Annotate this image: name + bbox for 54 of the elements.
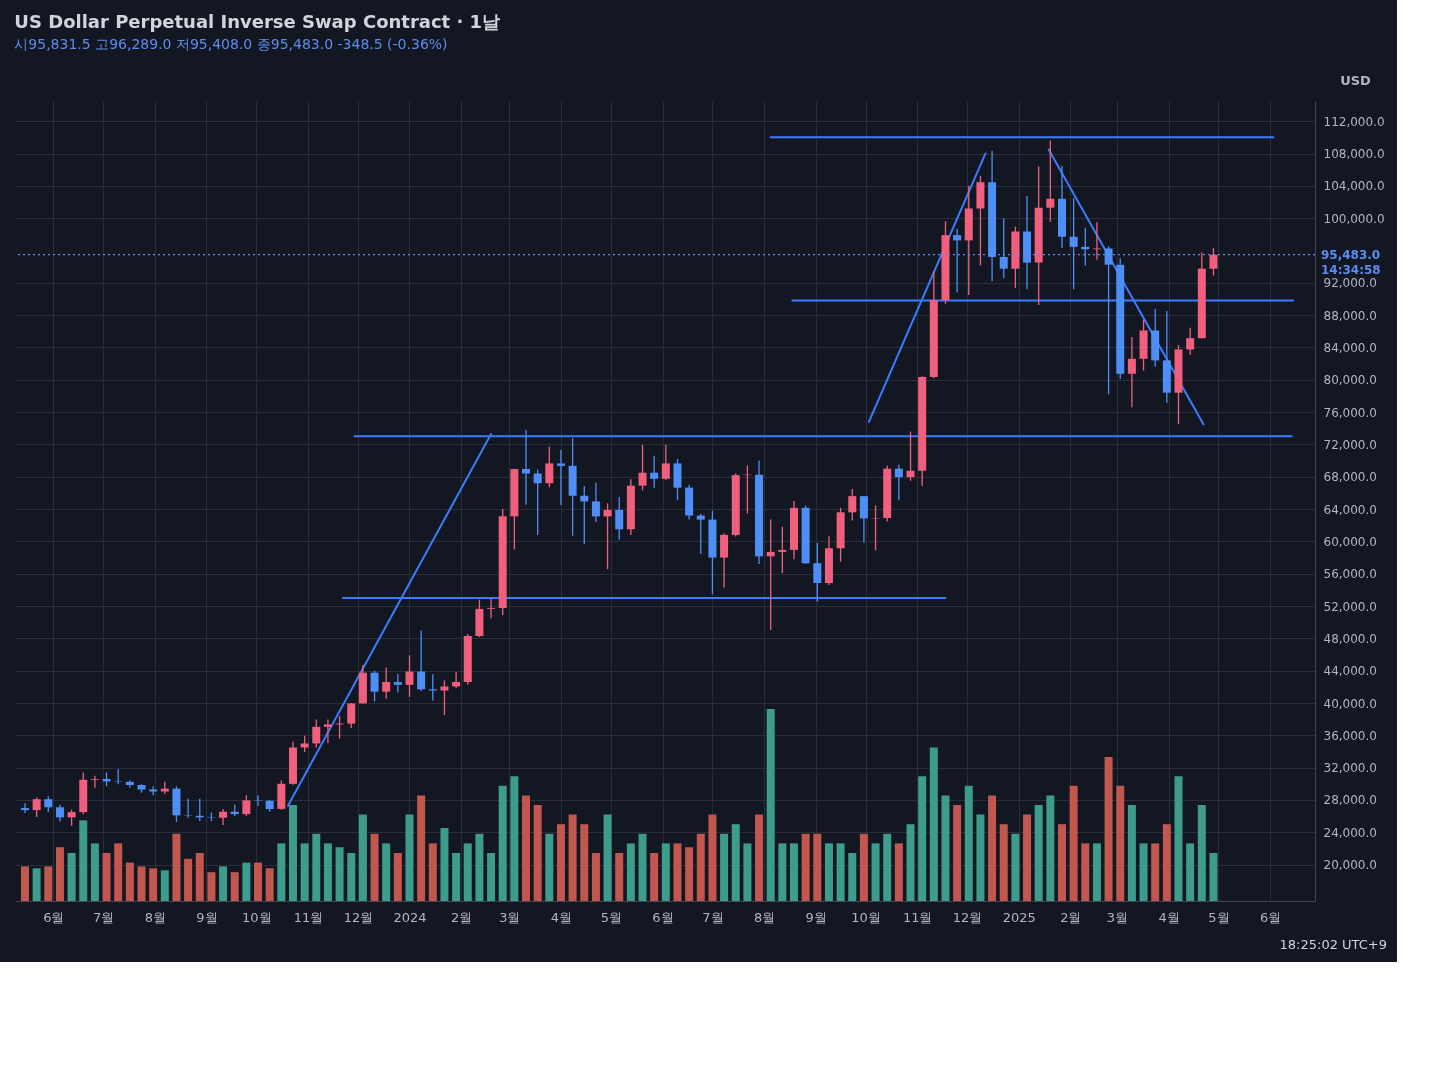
y-tick-label: 64,000.0	[1323, 502, 1377, 517]
x-tick-label: 11월	[902, 909, 933, 925]
y-tick-label: 56,000.0	[1323, 567, 1377, 582]
ref-line-label: 95,483.0	[1321, 247, 1381, 262]
chart-subtitle: 시95,831.5 고96,289.0 저95,408.0 종95,483.0 -348.5 (-0.36%)	[14, 36, 448, 52]
y-tick-label: 28,000.0	[1323, 793, 1377, 808]
x-tick-label: 2024	[393, 909, 427, 925]
y-tick-label: 92,000.0	[1323, 276, 1377, 291]
y-tick-label: 48,000.0	[1323, 631, 1377, 646]
y-tick-label: 36,000.0	[1323, 728, 1377, 743]
y-tick-label: 84,000.0	[1323, 340, 1377, 355]
x-tick-label: 6월	[1259, 909, 1282, 925]
x-tick-label: 11월	[293, 909, 324, 925]
x-tick-label: 5월	[1208, 909, 1230, 925]
y-axis-title: USD	[1340, 72, 1372, 88]
text: 14:34:58	[1321, 262, 1381, 277]
x-tick-label: 12월	[952, 909, 983, 925]
y-tick-label: 20,000.0	[1323, 858, 1377, 873]
x-tick-label: 9월	[805, 909, 827, 925]
y-tick-label: 88,000.0	[1323, 308, 1377, 323]
y-tick-label: 68,000.0	[1323, 470, 1377, 485]
x-tick-label: 4월	[1158, 909, 1180, 925]
x-tick-label: 8월	[753, 909, 776, 925]
text: 18:25:02 UTC+9	[1279, 937, 1387, 952]
y-tick-label: 44,000.0	[1323, 664, 1377, 679]
x-tick-label: 10월	[851, 909, 881, 925]
y-tick-label: 112,000.0	[1323, 114, 1385, 129]
y-tick-label: 72,000.0	[1323, 437, 1377, 452]
x-tick-label: 7월	[93, 909, 115, 925]
x-tick-label: 2월	[450, 909, 473, 925]
x-tick-label: 5월	[600, 909, 623, 925]
x-tick-label: 2025	[1002, 909, 1036, 925]
y-tick-label: 32,000.0	[1323, 761, 1377, 776]
y-tick-label: 60,000.0	[1323, 534, 1377, 549]
x-tick-label: 2월	[1060, 909, 1082, 925]
x-tick-label: 6월	[43, 909, 65, 925]
x-tick-label: 10월	[242, 909, 272, 925]
y-tick-label: 24,000.0	[1323, 825, 1377, 840]
y-tick-label: 40,000.0	[1323, 696, 1377, 711]
chart-title: US Dollar Perpetual Inverse Swap Contract · 1날	[14, 11, 501, 32]
x-tick-label: 6월	[652, 909, 674, 925]
x-tick-label: 8월	[144, 909, 166, 925]
y-tick-label: 108,000.0	[1323, 147, 1385, 162]
x-tick-label: 4월	[550, 909, 573, 925]
y-tick-label: 80,000.0	[1323, 373, 1377, 388]
x-tick-label: 9월	[196, 909, 218, 925]
x-tick-label: 7월	[702, 909, 724, 925]
y-tick-label: 100,000.0	[1323, 211, 1385, 226]
x-tick-label: 12월	[343, 909, 374, 925]
x-tick-label: 3월	[1106, 909, 1129, 925]
y-tick-label: 104,000.0	[1323, 179, 1385, 194]
x-tick-label: 3월	[499, 909, 521, 925]
y-tick-label: 76,000.0	[1323, 405, 1377, 420]
y-tick-label: 52,000.0	[1323, 599, 1377, 614]
